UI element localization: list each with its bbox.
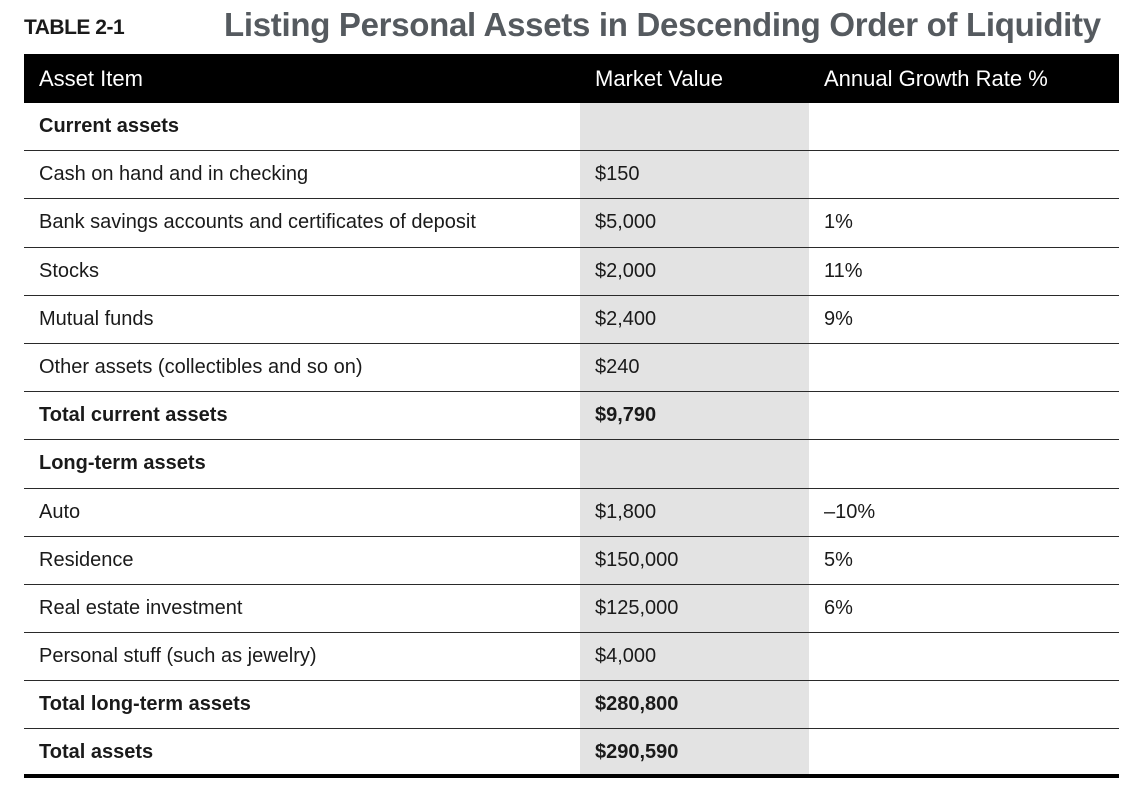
market-value-cell: [580, 103, 809, 151]
table-row: Stocks $2,000 11%: [24, 247, 1119, 296]
growth-rate-cell: [809, 151, 1119, 198]
asset-item-cell: Current assets: [39, 115, 180, 137]
market-value-cell: $150: [580, 151, 809, 199]
asset-item-cell: Bank savings accounts and certificates o…: [39, 211, 476, 234]
market-value-cell: $2,400: [580, 295, 809, 343]
column-header-market-value: Market Value: [595, 66, 723, 91]
asset-item-cell: Auto: [39, 500, 81, 523]
growth-rate-cell: [809, 344, 1119, 391]
column-header-asset-item: Asset Item: [39, 66, 143, 91]
asset-item-cell: Total long-term assets: [39, 693, 251, 716]
market-value-cell: $240: [580, 343, 809, 392]
asset-item-cell: Other assets (collectibles and so on): [39, 355, 363, 378]
market-value-cell: $9,790: [580, 392, 809, 440]
growth-rate-cell: [809, 392, 1119, 439]
column-header-growth-rate: Annual Growth Rate %: [824, 66, 1048, 91]
asset-item-cell: Total current assets: [39, 404, 228, 427]
growth-rate-cell: 11%: [824, 259, 863, 282]
table-row: Real estate investment $125,000 6%: [24, 584, 1119, 634]
table-row: Bank savings accounts and certificates o…: [24, 199, 1119, 248]
asset-item-cell: Total assets: [39, 741, 154, 764]
table-row: Other assets (collectibles and so on) $24…: [24, 343, 1119, 393]
growth-rate-cell: –10%: [824, 500, 876, 523]
table-row: Auto $1,800 –10%: [24, 488, 1119, 537]
table-row: Mutual funds $2,400 9%: [24, 295, 1119, 344]
market-value-cell: $2,000: [580, 247, 809, 295]
asset-item-cell: Mutual funds: [39, 307, 154, 330]
table-body: Current assets Cash on hand and in checki…: [24, 103, 1119, 778]
market-value-cell: $5,000: [580, 199, 809, 247]
market-value-cell: $150,000: [580, 536, 809, 584]
asset-item-cell: Real estate investment: [39, 596, 243, 619]
growth-rate-cell: [809, 729, 1119, 773]
asset-item-cell: Long-term assets: [39, 452, 206, 475]
market-value-cell: $125,000: [580, 584, 809, 633]
market-value-cell: $280,800: [580, 681, 809, 729]
growth-rate-cell: 5%: [824, 548, 853, 571]
table-header-row: Asset Item Market Value Annual Growth Ra…: [24, 54, 1119, 103]
table-row: Residence $150,000 5%: [24, 536, 1119, 585]
growth-rate-cell: [809, 681, 1119, 728]
table-row: Total current assets $9,790: [24, 392, 1119, 441]
growth-rate-cell: 1%: [824, 211, 853, 234]
table-row: Total long-term assets $280,800: [24, 681, 1119, 730]
asset-item-cell: Personal stuff (such as jewelry): [39, 645, 317, 668]
table-row: Total assets $290,590: [24, 729, 1119, 778]
growth-rate-cell: [809, 633, 1119, 680]
market-value-cell: $1,800: [580, 488, 809, 536]
market-value-cell: $290,590: [580, 729, 809, 774]
market-value-cell: [580, 440, 809, 488]
growth-rate-cell: 9%: [824, 307, 853, 330]
assets-table: Asset Item Market Value Annual Growth Ra…: [24, 54, 1119, 778]
growth-rate-cell: [809, 440, 1119, 487]
asset-item-cell: Stocks: [39, 259, 100, 282]
asset-item-cell: Residence: [39, 548, 134, 571]
table-row: Current assets: [24, 103, 1119, 152]
asset-item-cell: Cash on hand and in checking: [39, 163, 309, 186]
growth-rate-cell: [809, 103, 1119, 150]
table-title: Listing Personal Assets in Descending Or…: [224, 6, 1101, 43]
table-row: Long-term assets: [24, 440, 1119, 489]
table-row: Cash on hand and in checking $150: [24, 151, 1119, 200]
table-row: Personal stuff (such as jewelry) $4,000: [24, 633, 1119, 682]
table-label: TABLE 2-1: [24, 16, 125, 39]
market-value-cell: $4,000: [580, 633, 809, 681]
growth-rate-cell: 6%: [824, 596, 853, 619]
